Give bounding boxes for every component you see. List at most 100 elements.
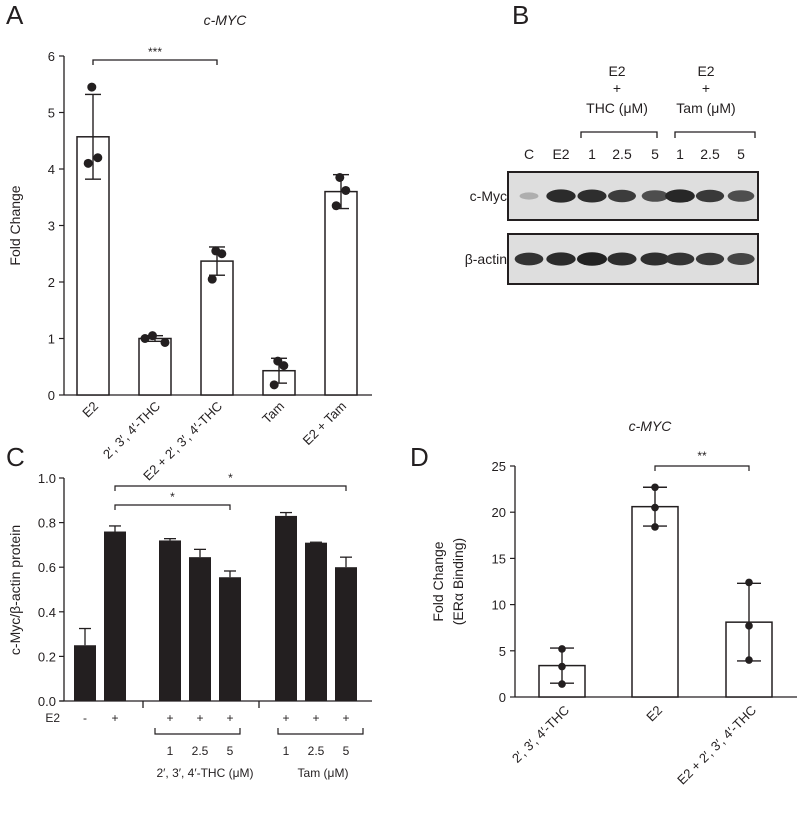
y-tick-label: 4	[48, 162, 55, 177]
blot-band	[519, 192, 539, 200]
blot-group-bracket	[580, 131, 658, 138]
bar	[305, 542, 327, 701]
significance-bracket	[654, 465, 750, 471]
e2-sign: +	[166, 711, 173, 725]
significance-bracket	[114, 504, 231, 510]
bar	[104, 531, 126, 701]
y-tick-label: 0	[499, 690, 506, 705]
blot-row-label: c-Myc	[470, 188, 507, 204]
thc-dose-label: 5	[227, 744, 234, 758]
blot-lane-label: 5	[737, 146, 745, 162]
tam-group-label: Tam (μM)	[298, 766, 349, 780]
data-point	[558, 645, 566, 653]
blot-band	[607, 252, 637, 266]
tam-dose-label: 2.5	[308, 744, 325, 758]
e2-sign: +	[282, 711, 289, 725]
blot-group-header: +	[702, 80, 710, 96]
blot-band	[695, 252, 725, 266]
y-tick-label: 0.2	[38, 649, 56, 664]
x-tick-label: 2′, 3′, 4′-THC	[100, 399, 163, 462]
data-point	[341, 185, 351, 195]
data-point	[745, 622, 753, 630]
e2-sign: +	[226, 711, 233, 725]
blot-lane-label: 2.5	[612, 146, 632, 162]
blot-band	[695, 189, 725, 203]
blot-band	[546, 189, 576, 203]
bar	[159, 540, 181, 701]
data-point	[745, 656, 753, 664]
x-tick-label: E2	[79, 399, 101, 421]
y-tick-label: 1	[48, 332, 55, 347]
y-tick-label: 20	[492, 505, 506, 520]
blot-band	[640, 252, 670, 266]
blot-lane-label: E2	[552, 146, 569, 162]
x-tick-label: E2 + 2′, 3′, 4′-THC	[674, 703, 759, 788]
blot-band	[546, 252, 576, 266]
x-tick-label: E2	[643, 703, 665, 725]
thc-group-label: 2′, 3′, 4′-THC (μM)	[156, 766, 253, 780]
blot-lane-label: 5	[651, 146, 659, 162]
y-tick-label: 3	[48, 219, 55, 234]
bar	[200, 260, 234, 396]
y-tick-label: 0.4	[38, 605, 56, 620]
blot-band	[577, 189, 607, 203]
significance-label: *	[228, 471, 233, 485]
blot-band	[665, 252, 695, 266]
thc-dose-label: 2.5	[192, 744, 209, 758]
data-point	[207, 274, 217, 284]
significance-bracket	[114, 485, 347, 491]
significance-label: ***	[148, 45, 162, 59]
data-point	[745, 578, 753, 587]
panel-letter-a: A	[6, 0, 24, 30]
bar	[335, 567, 357, 701]
y-tick-label: 0	[48, 388, 55, 403]
data-point	[217, 249, 227, 259]
data-point	[140, 334, 150, 343]
panel-letter-d: D	[410, 442, 429, 472]
y-tick-label: 1.0	[38, 471, 56, 486]
y-axis-label-sub: (ERα Binding)	[450, 538, 466, 625]
blot-group-bracket	[674, 131, 756, 138]
data-point	[93, 153, 103, 163]
panel-d-title: c-MYC	[629, 418, 673, 434]
bar	[74, 645, 96, 701]
e2-sign: +	[111, 711, 118, 725]
data-point	[83, 158, 93, 168]
x-tick-label: Tam	[259, 399, 287, 427]
data-point	[148, 331, 157, 341]
significance-label: **	[697, 449, 707, 463]
blot-lane-label: 1	[676, 146, 684, 162]
blot-group-header: E2	[608, 63, 625, 79]
data-point	[651, 503, 659, 512]
blot-band	[727, 190, 755, 202]
blot-band	[727, 253, 755, 265]
blot-band	[514, 252, 544, 266]
y-tick-label: 5	[48, 106, 55, 121]
e2-sign: +	[342, 711, 349, 725]
panel-d-chart: 0 5 10 15 20 25 Fold Change (ERα Binding) 2′, 3′…	[430, 449, 797, 788]
e2-sign: +	[312, 711, 319, 725]
bar	[219, 577, 241, 701]
y-tick-label: 25	[492, 459, 506, 474]
e2-sign: -	[83, 711, 87, 725]
data-point	[335, 172, 345, 182]
bar	[138, 337, 172, 396]
data-point	[87, 82, 97, 92]
tam-bracket	[277, 728, 364, 735]
bar	[324, 190, 358, 396]
blot-group-header: +	[613, 80, 621, 96]
significance-bracket	[92, 59, 218, 65]
data-point	[651, 523, 659, 531]
data-point	[269, 380, 279, 390]
blot-band	[608, 189, 636, 203]
blot-group-header: E2	[697, 63, 714, 79]
e2-row-label: E2	[45, 711, 60, 725]
data-point	[331, 201, 341, 211]
y-tick-label: 2	[48, 275, 55, 290]
panel-a-title: c-MYC	[204, 12, 248, 28]
y-tick-label: 15	[492, 551, 506, 566]
tam-dose-label: 5	[343, 744, 350, 758]
y-tick-label: 0.8	[38, 516, 56, 531]
y-axis-label: c-Myc/β-actin protein	[7, 525, 23, 655]
